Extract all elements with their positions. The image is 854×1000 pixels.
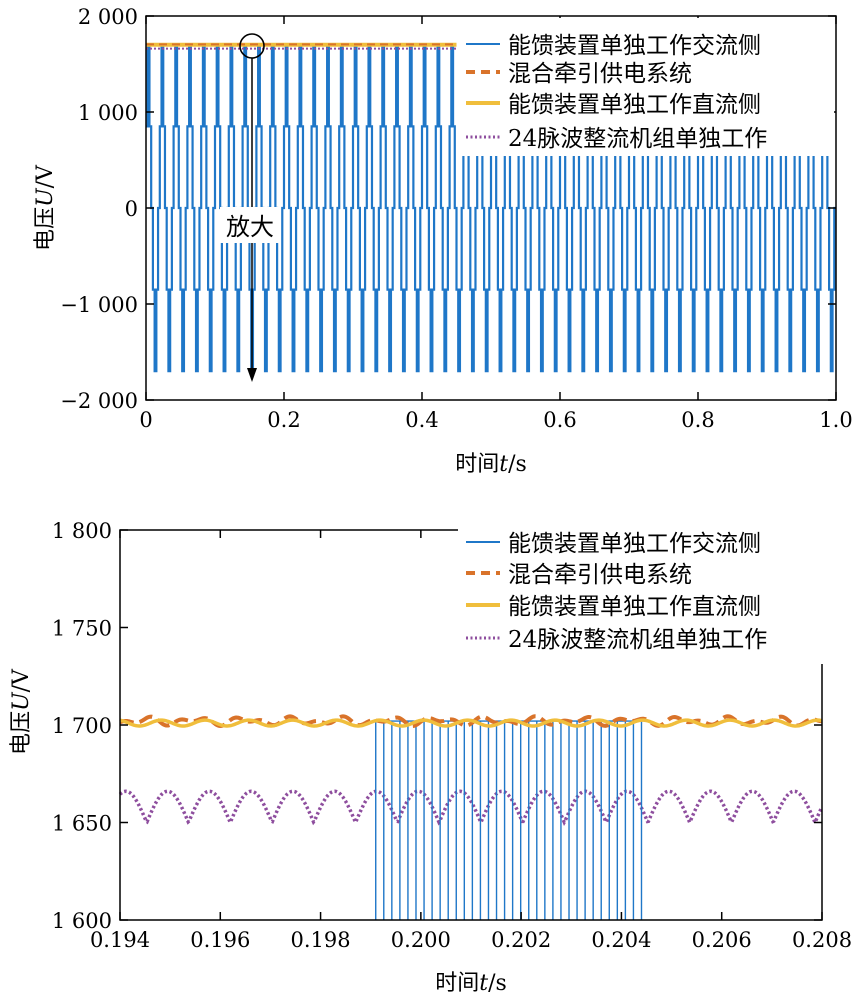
legend-label-mixed: 混合牵引供电系统 [508, 61, 692, 87]
zoomed-x-tick-label: 0.198 [291, 928, 351, 952]
overview-x-tick-label: 0.2 [267, 408, 300, 432]
legend-box-zoomed [458, 526, 854, 664]
legend-label-ac-zoomed: 能馈装置单独工作交流侧 [508, 531, 761, 557]
zoomed-y-tick-label: 1 750 [52, 617, 112, 641]
zoomed-x-tick-label: 0.204 [591, 928, 651, 952]
legend-label-ac: 能馈装置单独工作交流侧 [508, 33, 761, 59]
series-dc-zoomed [119, 718, 823, 728]
zoomed-y-tick-label: 1 800 [52, 519, 112, 543]
zoomed-x-tick-label: 0.194 [90, 928, 150, 952]
overview-x-tick-label: 0.6 [543, 408, 576, 432]
series-rect24-zoomed [118, 789, 824, 827]
chart-overview-legend: 能馈装置单独工作交流侧 混合牵引供电系统 能馈装置单独工作直流侧 24脉波整流机… [458, 18, 834, 156]
overview-x-tick-label: 0 [139, 408, 152, 432]
zoomed-x-tick-label: 0.208 [792, 928, 852, 952]
overview-y-tick-label: 1 000 [78, 101, 138, 125]
zoomed-x-tick-label: 0.200 [391, 928, 451, 952]
overview-y-tick-label: 2 000 [78, 5, 138, 29]
zoom-label: 放大 [226, 213, 274, 241]
chart-overview-ticks: 0 0.2 0.4 0.6 0.8 1.0 −2 000 −1 000 0 1 000 2 000 [60, 5, 852, 432]
legend-label-dc-zoomed: 能馈装置单独工作直流侧 [508, 594, 761, 620]
zoomed-x-tick-label: 0.202 [491, 928, 551, 952]
overview-x-tick-label: 1.0 [819, 408, 852, 432]
x-axis-label-zoomed: 时间t/s [435, 971, 507, 996]
y-axis-label-zoomed: 电压U/V [9, 668, 34, 755]
chart-zoomed-series [118, 714, 824, 920]
legend-label-mixed-zoomed: 混合牵引供电系统 [508, 562, 692, 588]
series-mixed-zoomed [119, 714, 823, 728]
chart-zoomed-legend: 能馈装置单独工作交流侧 混合牵引供电系统 能馈装置单独工作直流侧 24脉波整流机… [458, 526, 854, 664]
zoom-label-box [220, 207, 280, 243]
zoomed-y-tick-label: 1 700 [52, 714, 112, 738]
series-ac-zoomed [375, 720, 643, 920]
overview-y-tick-label: −2 000 [60, 389, 138, 413]
chart-zoomed: 0.194 0.196 0.198 0.200 0.202 0.204 0.206 0.208… [9, 519, 854, 996]
zoomed-y-tick-label: 1 600 [52, 909, 112, 933]
legend-label-rect24-zoomed: 24脉波整流机组单独工作 [508, 627, 767, 653]
overview-x-tick-label: 0.8 [681, 408, 714, 432]
zoom-arrow-head [247, 368, 257, 382]
overview-x-tick-label: 0.4 [405, 408, 438, 432]
y-axis-label-overview: 电压U/V [33, 164, 58, 251]
zoomed-y-tick-label: 1 650 [52, 812, 112, 836]
chart-zoomed-ticks: 0.194 0.196 0.198 0.200 0.202 0.204 0.206 0.208… [52, 519, 852, 952]
chart-overview-series [146, 42, 836, 373]
zoomed-x-tick-label: 0.206 [692, 928, 752, 952]
x-axis-label-overview: 时间t/s [455, 452, 527, 477]
zoomed-x-tick-label: 0.196 [190, 928, 250, 952]
legend-label-dc: 能馈装置单独工作直流侧 [508, 92, 761, 118]
series-ac-overview [146, 43, 836, 373]
overview-y-tick-label: −1 000 [60, 293, 138, 317]
legend-box [458, 18, 834, 156]
overview-y-tick-label: 0 [125, 197, 138, 221]
legend-label-rect24: 24脉波整流机组单独工作 [508, 126, 767, 152]
